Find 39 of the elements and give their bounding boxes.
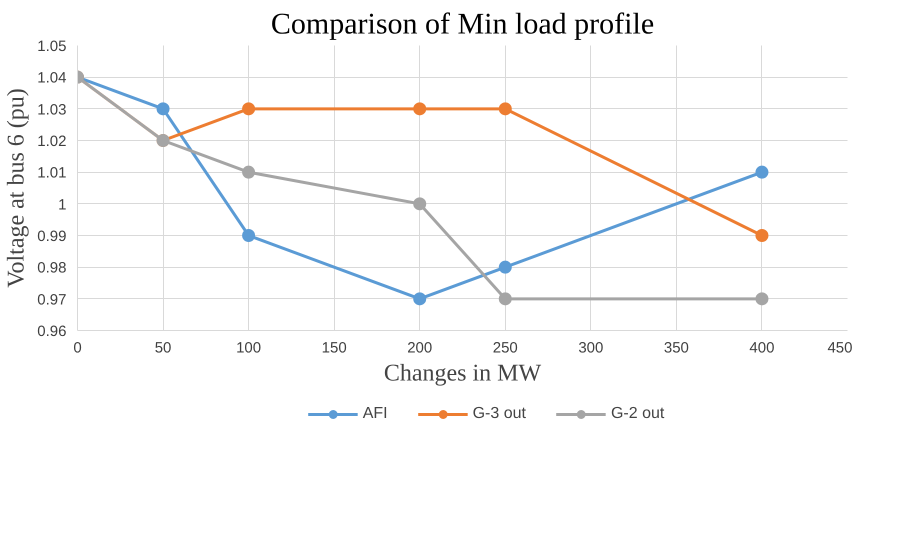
point [242,102,256,116]
point [755,229,768,242]
y-tick-label: 1.01 [37,164,67,182]
x-tick-label: 250 [492,340,518,356]
point [498,102,512,116]
x-tick-label: 50 [154,340,172,356]
x-tick-label: 400 [749,340,774,356]
y-tick-label: 1.05 [37,38,67,55]
legend-label: G-2 out [610,405,664,423]
point [413,197,426,210]
x-tick-label: 200 [407,340,432,356]
point [413,292,426,306]
y-tick-label: 1.04 [37,70,67,87]
y-tick-label: 1 [58,196,66,214]
point [498,292,512,306]
y-tick-label: 0.97 [37,291,67,308]
point [242,229,256,242]
x-tick-label: 300 [578,340,604,356]
x-tick-label: 100 [236,340,262,356]
y-tick-label: 0.96 [37,323,67,340]
y-tick-label: 1.03 [37,101,67,118]
x-tick-label: 150 [322,340,347,356]
x-tick-label: 450 [827,340,853,356]
y-tick-label: 0.99 [37,228,67,245]
point [755,166,768,179]
point [498,260,512,274]
chart-title: Comparison of Min load profile [270,8,654,40]
y-axis-title: Voltage at bus 6 (pu) [3,88,30,288]
x-tick-label: 0 [73,340,82,356]
point [413,102,426,116]
point [156,102,170,116]
legend-label: AFI [362,405,388,423]
y-tick-label: 1.02 [37,133,67,150]
x-tick-label: 350 [664,340,689,356]
legend-label: G-3 out [472,405,526,423]
x-axis-title: Changes in MW [384,360,542,386]
y-tick-label: 0.98 [37,260,67,277]
point [242,166,256,179]
point [755,292,768,306]
